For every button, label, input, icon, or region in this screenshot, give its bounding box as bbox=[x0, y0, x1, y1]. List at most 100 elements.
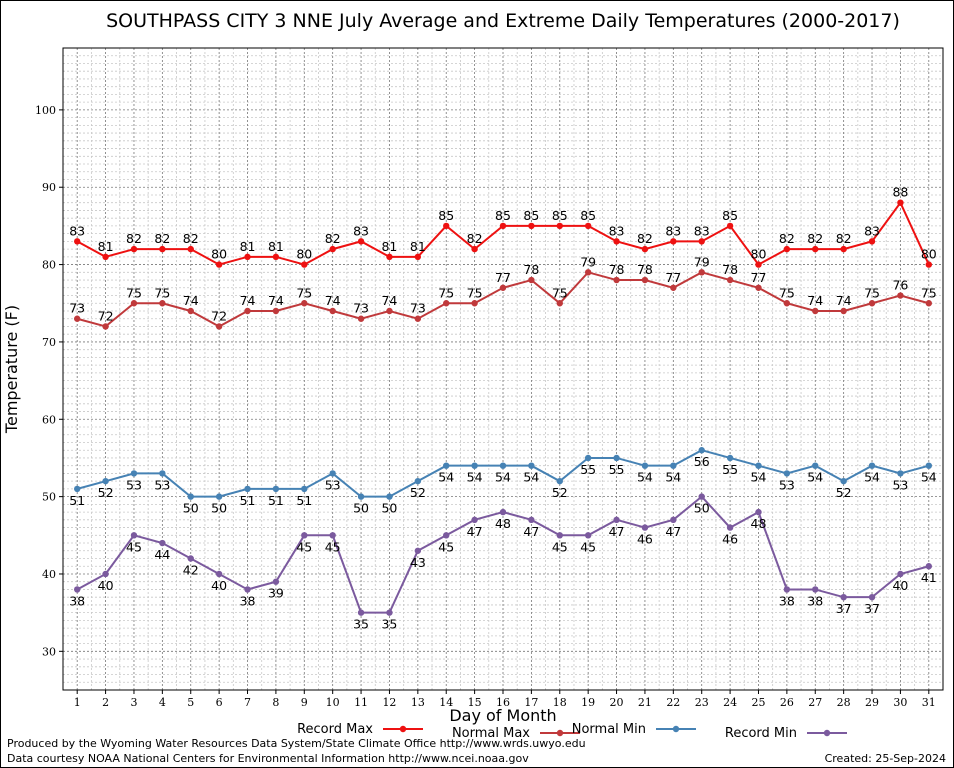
x-tick-label: 18 bbox=[553, 696, 567, 709]
record-max-point bbox=[73, 238, 81, 245]
x-tick-label: 2 bbox=[102, 696, 109, 709]
x-tick-label: 22 bbox=[666, 696, 680, 709]
record-min-point bbox=[301, 532, 308, 539]
record-max-point bbox=[102, 253, 109, 261]
normal-max-data-label: 74 bbox=[240, 293, 256, 308]
record-min-data-label: 39 bbox=[268, 586, 284, 601]
x-tick-label: 26 bbox=[780, 696, 794, 709]
record-min-point bbox=[897, 570, 904, 578]
normal-max-data-label: 74 bbox=[268, 293, 284, 308]
record-max-point bbox=[528, 222, 535, 230]
normal-max-data-label: 79 bbox=[694, 254, 710, 269]
record-min-data-label: 45 bbox=[552, 539, 568, 554]
normal-min-point bbox=[301, 485, 308, 493]
normal-min-data-label: 55 bbox=[580, 462, 596, 477]
record-min-legend-label: Record Min bbox=[725, 726, 797, 741]
normal-min-data-label: 51 bbox=[296, 493, 312, 508]
record-max-point bbox=[187, 245, 194, 253]
normal-max-data-label: 77 bbox=[495, 270, 511, 285]
normal-max-data-label: 73 bbox=[69, 301, 85, 316]
record-max-point bbox=[897, 199, 904, 206]
record-max-data-label: 82 bbox=[779, 231, 795, 246]
normal-max-point bbox=[73, 315, 81, 322]
normal-max-point bbox=[812, 307, 819, 315]
record-min-point bbox=[414, 547, 422, 554]
record-max-data-label: 83 bbox=[609, 223, 625, 238]
normal-max-point bbox=[641, 276, 649, 284]
normal-max-data-label: 77 bbox=[665, 270, 681, 285]
record-min-point bbox=[726, 524, 734, 531]
record-max-point bbox=[301, 261, 308, 268]
normal-min-legend-label: Normal Min bbox=[572, 722, 646, 737]
normal-min-point bbox=[272, 485, 280, 493]
record-min-data-label: 35 bbox=[353, 617, 369, 632]
x-tick-label: 30 bbox=[893, 696, 907, 709]
record-max-point bbox=[130, 245, 138, 253]
x-tick-label: 8 bbox=[272, 696, 279, 709]
normal-max-data-label: 76 bbox=[892, 278, 908, 293]
record-min-data-label: 47 bbox=[467, 524, 483, 539]
record-max-data-label: 81 bbox=[410, 239, 426, 254]
normal-min-data-label: 54 bbox=[523, 470, 539, 485]
normal-max-point bbox=[215, 323, 223, 330]
record-max-legend-label: Record Max bbox=[297, 722, 373, 737]
record-max-data-label: 82 bbox=[807, 231, 823, 246]
record-max-data-label: 82 bbox=[325, 231, 341, 246]
record-max-point bbox=[584, 222, 592, 230]
normal-max-point bbox=[386, 307, 393, 315]
normal-min-point bbox=[471, 462, 478, 469]
normal-max-data-label: 74 bbox=[381, 293, 397, 308]
record-max-data-label: 85 bbox=[495, 208, 511, 223]
record-min-point bbox=[130, 532, 138, 539]
normal-min-data-label: 54 bbox=[864, 470, 880, 485]
record-max-point bbox=[414, 253, 422, 261]
normal-max-point bbox=[783, 300, 791, 307]
normal-max-data-label: 73 bbox=[410, 301, 426, 316]
normal-min-point bbox=[159, 470, 166, 477]
normal-max-data-label: 75 bbox=[126, 285, 142, 300]
normal-max-data-label: 72 bbox=[211, 308, 227, 323]
normal-max-point bbox=[897, 292, 904, 299]
record-min-point bbox=[556, 532, 563, 539]
normal-max-point bbox=[471, 300, 478, 307]
normal-min-data-label: 55 bbox=[722, 462, 738, 477]
normal-max-point bbox=[130, 300, 138, 307]
normal-min-point bbox=[73, 485, 81, 493]
x-tick-label: 27 bbox=[808, 696, 822, 709]
record-max-point bbox=[443, 222, 450, 230]
normal-max-point bbox=[840, 307, 847, 315]
x-tick-label: 13 bbox=[411, 696, 425, 709]
normal-max-point bbox=[244, 307, 251, 315]
record-max-data-label: 82 bbox=[126, 231, 142, 246]
normal-min-data-label: 55 bbox=[609, 462, 625, 477]
normal-max-point bbox=[670, 284, 677, 291]
record-min-data-label: 47 bbox=[523, 524, 539, 539]
record-max-data-label: 83 bbox=[864, 223, 880, 238]
normal-min-point bbox=[386, 493, 393, 500]
record-min-data-label: 50 bbox=[694, 501, 710, 516]
normal-max-data-label: 75 bbox=[864, 285, 880, 300]
normal-max-point bbox=[613, 276, 620, 284]
normal-min-data-label: 52 bbox=[410, 485, 426, 500]
record-min-data-label: 47 bbox=[609, 524, 625, 539]
normal-min-point bbox=[698, 447, 705, 454]
x-tick-label: 14 bbox=[439, 696, 453, 709]
record-min-point bbox=[925, 563, 933, 570]
normal-min-data-label: 54 bbox=[751, 470, 767, 485]
normal-min-point bbox=[897, 470, 904, 477]
record-min-point bbox=[244, 586, 251, 593]
normal-min-point bbox=[868, 462, 876, 469]
record-max-data-label: 85 bbox=[552, 208, 568, 223]
record-max-data-label: 83 bbox=[353, 223, 369, 238]
record-max-point bbox=[613, 238, 620, 245]
normal-max-point bbox=[329, 307, 336, 315]
y-tick-label: 80 bbox=[42, 259, 56, 272]
normal-max-data-label: 75 bbox=[921, 285, 937, 300]
record-max-point bbox=[840, 245, 847, 253]
normal-min-point bbox=[641, 462, 649, 469]
record-max-data-label: 83 bbox=[665, 223, 681, 238]
normal-max-point bbox=[102, 323, 109, 330]
record-min-data-label: 46 bbox=[637, 532, 653, 547]
record-max-point bbox=[641, 245, 649, 253]
